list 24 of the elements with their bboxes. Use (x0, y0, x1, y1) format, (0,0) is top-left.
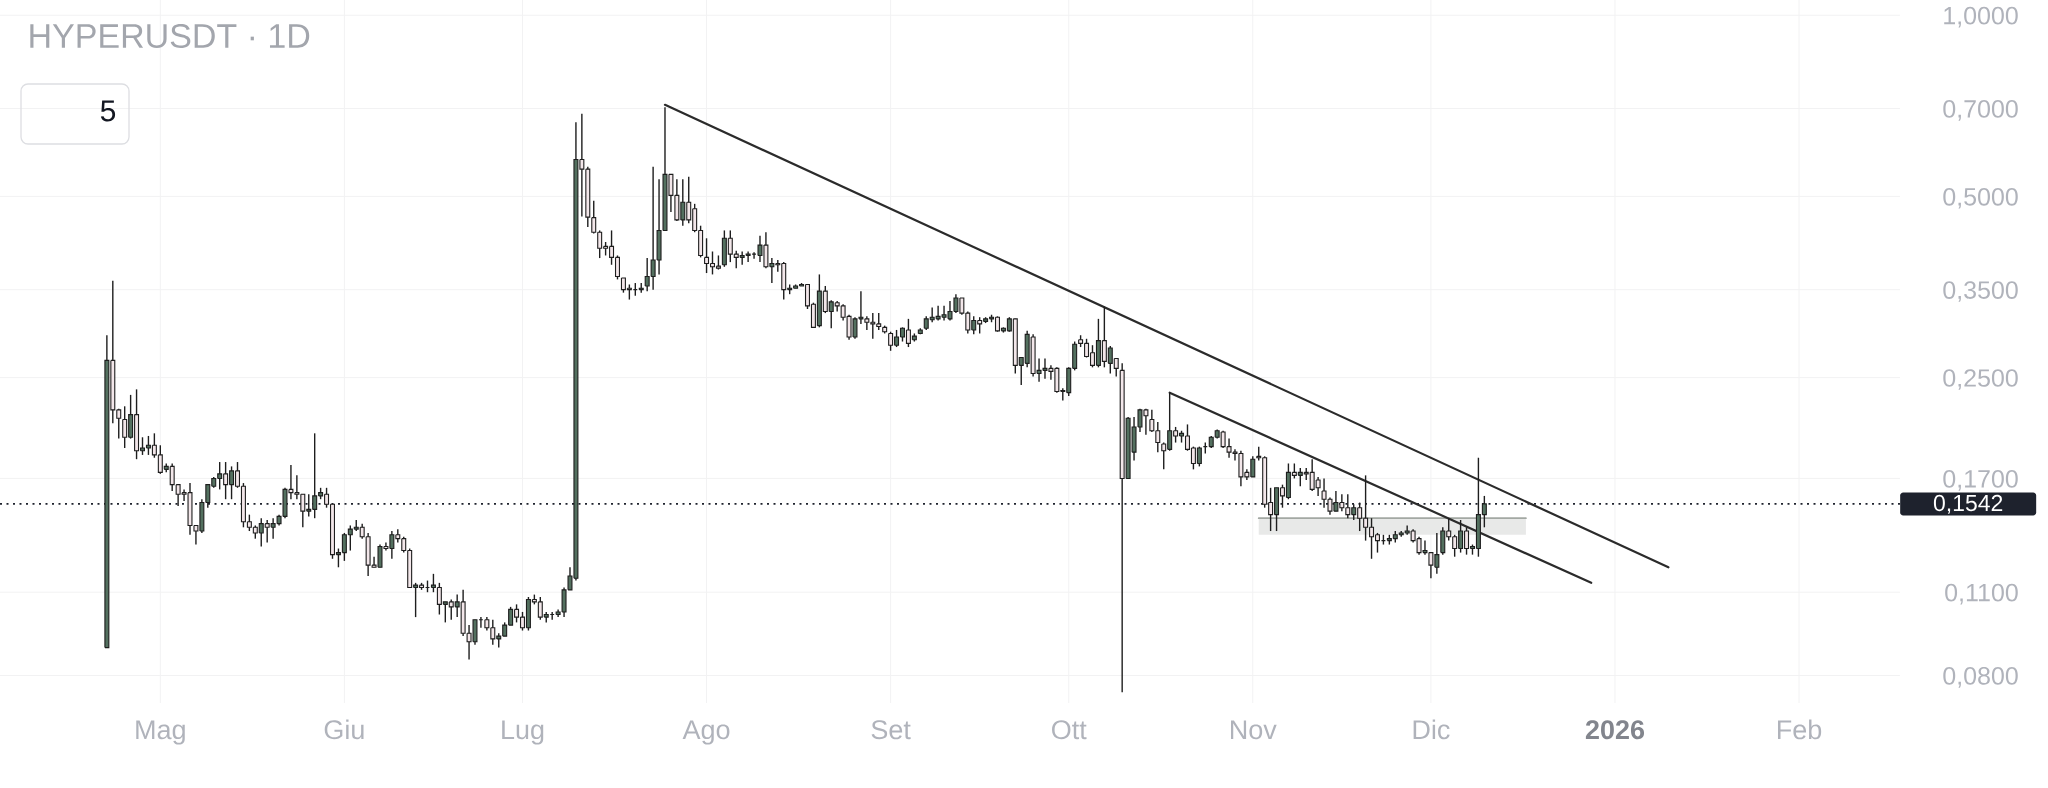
y-tick-label: 0,2500 (1943, 369, 2018, 390)
x-tick-label: Ago (682, 720, 730, 745)
x-tick-label: Lug (502, 720, 544, 745)
text: HYPERUSDT · 1D (30, 23, 310, 49)
candlestick (1149, 409, 1155, 433)
x-tick-label: Feb (1777, 719, 1822, 740)
y-tick-label: 0,7000 (1943, 100, 2018, 121)
x-tick-label: Nov (1231, 720, 1277, 740)
y-tick-label: 1,0000 (1944, 6, 2018, 28)
candlestick (1155, 421, 1161, 453)
x-tick-label: Ott (1052, 720, 1087, 740)
y-tick-label: 0,5000 (1943, 187, 2018, 209)
y-tick-label: 0,1700 (1943, 469, 2018, 491)
ref-line-label: 0,1542 (1933, 494, 2003, 514)
x-tick-label: Set (871, 720, 911, 740)
x-tick-label: Dic (1413, 719, 1450, 740)
y-tick-label: 0,0800 (1943, 666, 2018, 688)
candlestick (116, 407, 122, 440)
x-tick-label: 2026 (1585, 720, 1645, 740)
x-tick-label: Mag (136, 720, 185, 745)
y-tick-label: 0,3500 (1943, 281, 2018, 302)
y-tick-label: 0,1100 (1945, 583, 2018, 605)
annotation: 5 (100, 100, 116, 122)
x-tick-label: Giu (324, 719, 364, 740)
